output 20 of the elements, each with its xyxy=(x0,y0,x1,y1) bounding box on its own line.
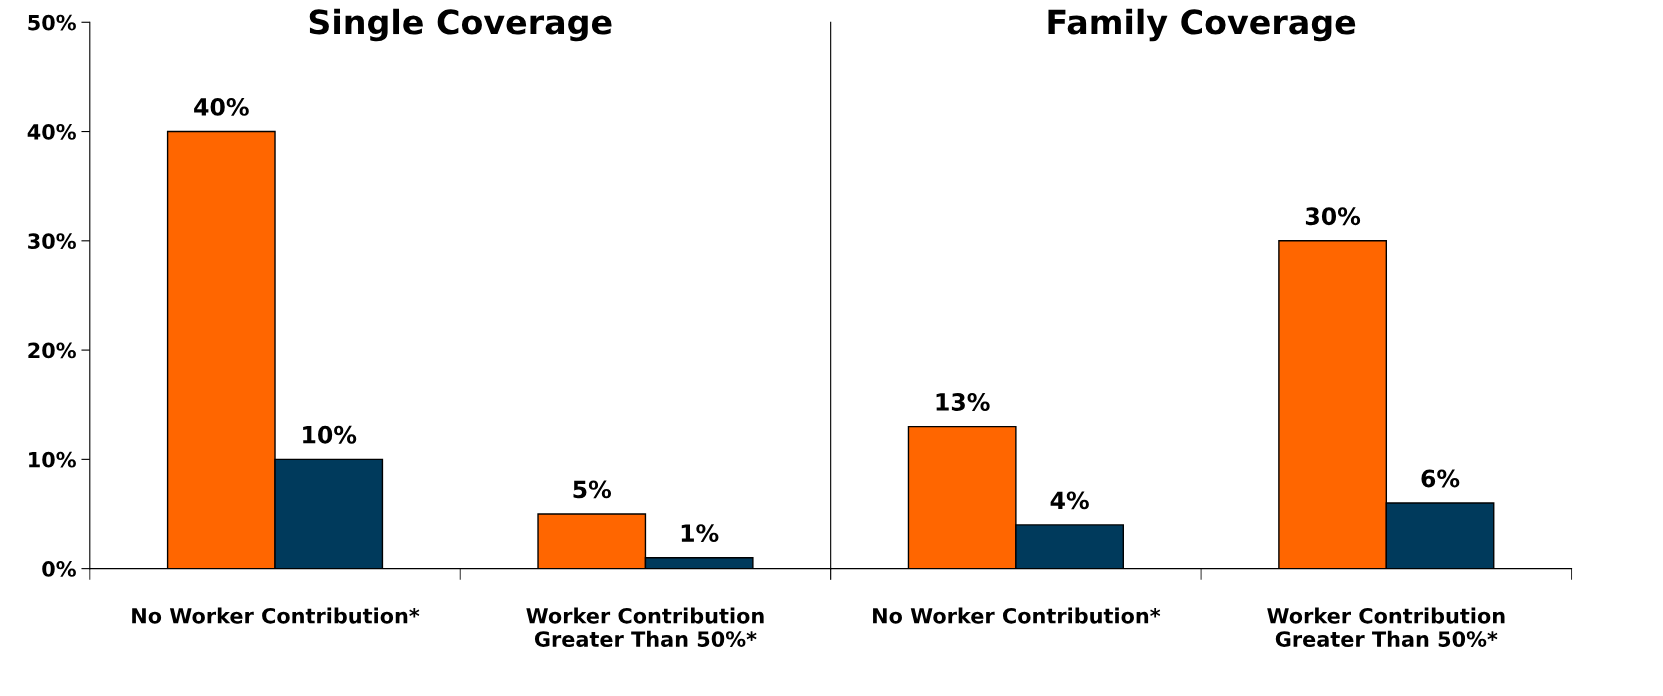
data-label: 40% xyxy=(194,98,249,116)
data-label: 4% xyxy=(1050,491,1089,510)
x-tick-label: Worker Contribution Greater Than 50%* xyxy=(1267,607,1505,647)
y-tick-label: 30% xyxy=(28,233,76,250)
data-label: 13% xyxy=(936,393,990,411)
y-tick-label: 20% xyxy=(28,342,76,359)
chart-title: Single Coverage xyxy=(309,8,612,42)
data-label: 5% xyxy=(573,480,612,499)
x-tick-label: No Worker Contribution* xyxy=(873,607,1161,624)
data-label: 1% xyxy=(681,524,719,543)
y-tick-label: 10% xyxy=(29,451,76,468)
data-label: 30% xyxy=(1305,207,1361,226)
chart-title: Family Coverage xyxy=(1048,8,1356,42)
data-label: 10% xyxy=(303,425,357,444)
y-tick-label: 50% xyxy=(28,14,76,31)
y-tick-label: 40% xyxy=(27,124,76,140)
x-tick-label: No Worker Contribution* xyxy=(132,607,420,624)
data-label: 6% xyxy=(1421,469,1460,488)
y-tick-label: 0% xyxy=(42,561,76,577)
x-tick-label: Worker Contribution Greater Than 50%* xyxy=(526,607,764,647)
